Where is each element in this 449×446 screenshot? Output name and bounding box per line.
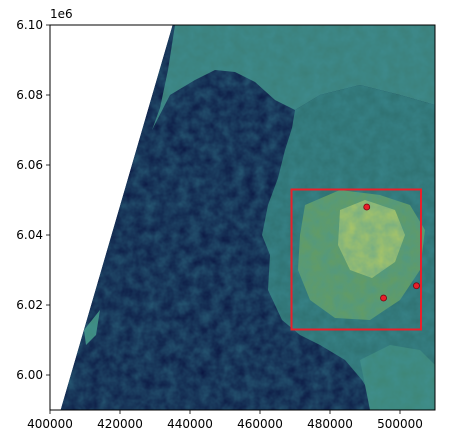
- y-tick-label: 6.04: [16, 228, 43, 242]
- axes: 400000 420000 440000 460000 480000 500000 6.0…: [16, 7, 436, 431]
- y-tick-label: 6.06: [16, 158, 43, 172]
- satellite-raster: [50, 25, 435, 410]
- points-layer: [363, 203, 420, 302]
- bounding-box-rectangle: [290, 188, 422, 331]
- x-axis: 400000 420000 440000 460000 480000 500000: [27, 410, 423, 431]
- data-point-3: [413, 282, 420, 290]
- y-tick-label: 6.10: [16, 18, 43, 32]
- y-axis: 6.00 6.02 6.04 6.06 6.08 6.10: [16, 18, 50, 382]
- x-tick-label: 500000: [377, 417, 423, 431]
- x-tick-label: 480000: [307, 417, 353, 431]
- y-tick-label: 6.00: [16, 368, 43, 382]
- x-tick-label: 400000: [27, 417, 73, 431]
- y-tick-label: 6.02: [16, 298, 43, 312]
- y-tick-label: 6.08: [16, 88, 43, 102]
- y-offset-label: 1e6: [50, 7, 73, 21]
- x-tick-label: 420000: [97, 417, 143, 431]
- x-tick-label: 460000: [237, 417, 283, 431]
- data-point-1: [363, 203, 371, 211]
- x-tick-label: 440000: [167, 417, 213, 431]
- axes-frame: [49, 24, 436, 411]
- nodata-region: [50, 25, 173, 410]
- data-point-2: [380, 294, 387, 302]
